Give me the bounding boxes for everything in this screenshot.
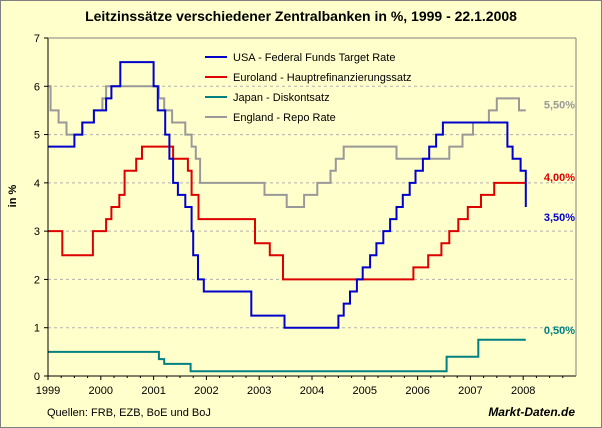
end-label: 3,50% — [544, 212, 575, 224]
y-tick-label: 1 — [34, 323, 40, 335]
y-tick-label: 4 — [34, 178, 40, 190]
y-tick-label: 7 — [34, 33, 40, 45]
legend-entry: Euroland - Hauptrefinanzierungssatz — [233, 72, 412, 84]
y-tick-label: 3 — [34, 226, 40, 238]
series-line-0 — [48, 61, 527, 329]
x-tick-label: 2005 — [353, 385, 377, 397]
source-note: Quellen: FRB, EZB, BoE und BoJ — [47, 407, 211, 419]
y-tick-label: 6 — [34, 81, 40, 93]
y-tick-label: 5 — [34, 130, 40, 142]
legend-entry: England - Repo Rate — [233, 112, 336, 124]
x-tick-labels: 1999 2000 2001 2002 2003 2004 2005 2006 2007 2008 — [36, 385, 536, 397]
x-tick-label: 2003 — [247, 385, 271, 397]
x-tick-label: 2002 — [194, 385, 218, 397]
y-tick-labels: 0 1 2 3 4 5 6 7 — [34, 33, 40, 383]
x-tick-label: 2006 — [405, 385, 429, 397]
end-label: 5,50% — [544, 99, 575, 111]
x-tick-label: 1999 — [36, 385, 60, 397]
plot-background — [48, 38, 576, 376]
end-label: 4,00% — [544, 172, 575, 184]
series-layer — [48, 61, 527, 373]
y-axis-label: in % — [7, 184, 19, 207]
x-tick-label: 2008 — [511, 385, 535, 397]
series-line-1 — [48, 145, 526, 281]
series-line-2 — [48, 338, 526, 373]
chart-title: Leitzinssätze verschiedener Zentralbanke… — [85, 8, 517, 24]
x-tick-label: 2001 — [141, 385, 165, 397]
y-tick-label: 2 — [34, 274, 40, 286]
end-label: 0,50% — [544, 325, 575, 337]
brand-label: Markt-Daten.de — [488, 405, 575, 419]
y-tick-label: 0 — [34, 371, 40, 383]
legend-entry: USA - Federal Funds Target Rate — [233, 52, 395, 64]
x-tick-label: 2007 — [458, 385, 482, 397]
axes — [44, 37, 577, 380]
x-tick-label: 2004 — [300, 385, 324, 397]
x-tick-label: 2000 — [89, 385, 113, 397]
end-labels: 3,50% 4,00% 0,50% 5,50% — [544, 99, 575, 336]
plot-area — [48, 38, 576, 376]
legend: USA - Federal Funds Target Rate Euroland … — [205, 52, 412, 124]
legend-entry: Japan - Diskontsatz — [233, 92, 330, 104]
